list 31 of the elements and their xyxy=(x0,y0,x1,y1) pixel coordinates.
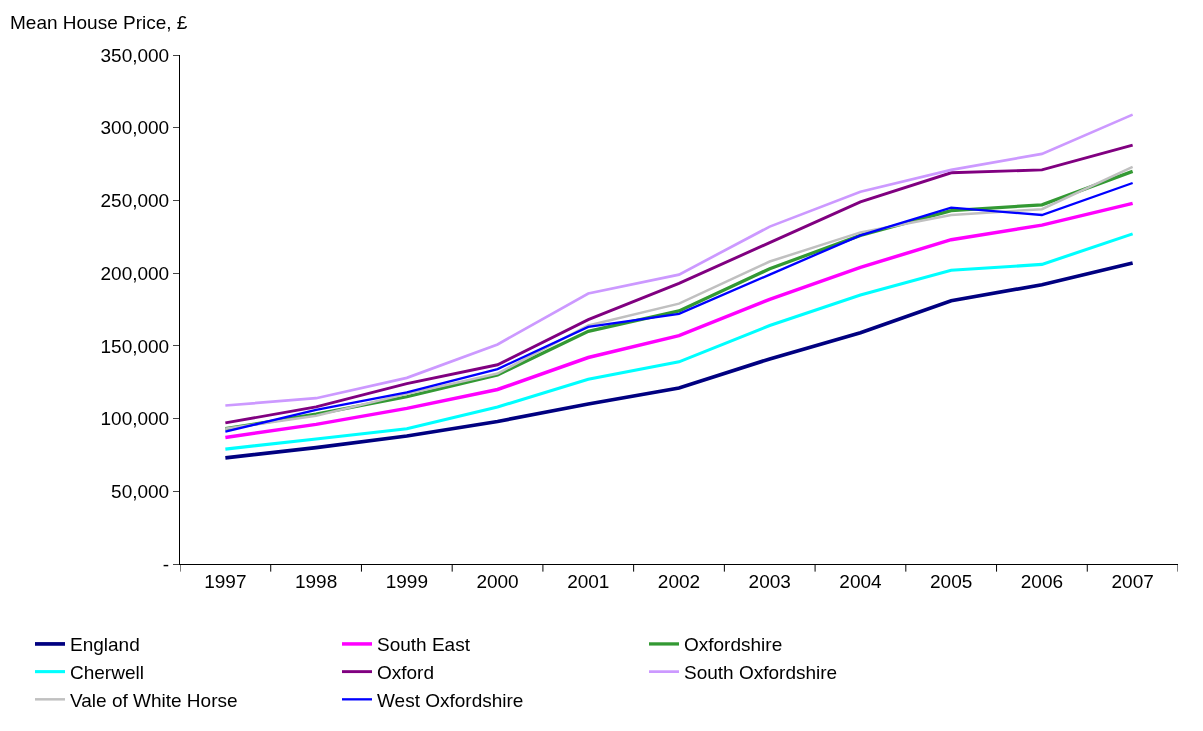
legend-label: South Oxfordshire xyxy=(684,662,838,684)
line-series xyxy=(223,261,1135,460)
y-tick-label: 250,000 xyxy=(100,190,170,212)
y-tick-label: 200,000 xyxy=(100,262,170,284)
y-tick-label: 50,000 xyxy=(111,480,170,502)
x-tick-label: 2000 xyxy=(476,570,519,592)
legend-label: Oxford xyxy=(377,662,435,684)
y-tick-label: 350,000 xyxy=(100,44,170,66)
line-series xyxy=(224,113,1134,407)
x-tick-label: 2002 xyxy=(657,570,701,592)
legend-label: Oxfordshire xyxy=(684,634,783,656)
legend-label: West Oxfordshire xyxy=(377,689,524,711)
x-tick-label: 1999 xyxy=(385,570,428,592)
y-tick-label: 300,000 xyxy=(100,117,170,139)
y-axis-title: Mean House Price, £ xyxy=(10,12,188,33)
legend-label: Vale of White Horse xyxy=(70,689,238,711)
x-tick-label: 2001 xyxy=(567,570,610,592)
legend-label: Cherwell xyxy=(70,662,144,684)
y-tick-label: 100,000 xyxy=(100,408,170,430)
line-series xyxy=(223,232,1135,451)
legend-label: England xyxy=(70,634,140,656)
x-tick-label: 1997 xyxy=(204,570,247,592)
x-tick-label: 2005 xyxy=(930,570,973,592)
x-tick-label: 2006 xyxy=(1020,570,1064,592)
x-tick-label: 2004 xyxy=(839,570,883,592)
x-tick-label: 1998 xyxy=(294,570,338,592)
y-tick-label: - xyxy=(162,553,170,575)
x-tick-label: 2007 xyxy=(1111,570,1154,592)
x-tick-label: 2003 xyxy=(748,570,791,592)
legend-label: South East xyxy=(377,634,471,656)
y-tick-label: 150,000 xyxy=(100,335,170,357)
